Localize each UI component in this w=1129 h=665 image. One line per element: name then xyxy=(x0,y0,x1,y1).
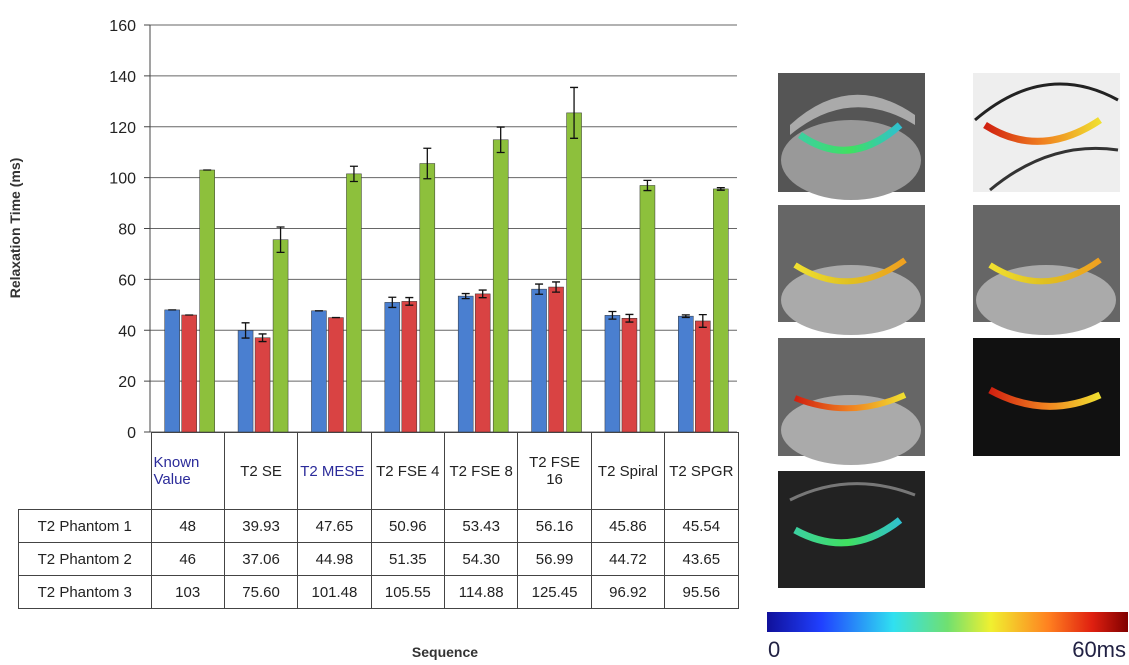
colorbar-max-label: 60ms xyxy=(1072,637,1126,662)
bar xyxy=(165,310,180,432)
bar xyxy=(328,318,343,432)
value-label: 75.60 xyxy=(224,576,297,609)
value-label: 51.35 xyxy=(371,543,444,576)
value-label: 125.45 xyxy=(518,576,591,609)
bar xyxy=(640,185,655,432)
bar xyxy=(605,315,620,432)
bar xyxy=(622,318,637,432)
value-label: 114.88 xyxy=(445,576,518,609)
value-label: 39.93 xyxy=(224,510,297,543)
x-tick-label: T2 SE xyxy=(224,433,297,510)
series-name: T2 Phantom 3 xyxy=(19,576,152,609)
page: Relaxation Time (ms) Sequence 0 60ms 020… xyxy=(0,0,1129,665)
bar xyxy=(273,240,288,432)
bar xyxy=(311,311,326,432)
value-label: 54.30 xyxy=(445,543,518,576)
bar xyxy=(713,189,728,432)
y-tick-label: 60 xyxy=(118,272,136,289)
value-label: 101.48 xyxy=(298,576,371,609)
bar xyxy=(238,330,253,432)
mri-panel xyxy=(778,205,925,335)
value-label: 46 xyxy=(151,543,224,576)
y-tick-label: 40 xyxy=(118,323,136,340)
bar xyxy=(567,113,582,432)
y-tick-label: 100 xyxy=(109,171,136,188)
value-label: 44.72 xyxy=(591,543,664,576)
bar xyxy=(458,296,473,432)
bar xyxy=(549,287,564,432)
bar xyxy=(493,140,508,432)
y-tick-label: 160 xyxy=(109,18,136,35)
bar xyxy=(200,170,215,432)
bar xyxy=(385,302,400,432)
mri-panel xyxy=(973,73,1120,192)
value-label: 48 xyxy=(151,510,224,543)
x-tick-label: Known Value xyxy=(151,433,224,510)
value-label: 95.56 xyxy=(665,576,738,609)
value-label: 96.92 xyxy=(591,576,664,609)
mri-panel xyxy=(778,471,925,588)
y-tick-label: 140 xyxy=(109,69,136,86)
x-tick-label: T2 FSE 8 xyxy=(445,433,518,510)
bar xyxy=(475,294,490,432)
mri-panel xyxy=(973,338,1120,456)
value-label: 37.06 xyxy=(224,543,297,576)
value-label: 105.55 xyxy=(371,576,444,609)
bar xyxy=(678,316,693,432)
value-label: 50.96 xyxy=(371,510,444,543)
value-label: 53.43 xyxy=(445,510,518,543)
bar xyxy=(532,289,547,432)
bar xyxy=(695,321,710,432)
colorbar xyxy=(767,612,1128,632)
bar xyxy=(402,301,417,432)
x-tick-label: T2 Spiral xyxy=(591,433,664,510)
x-tick-label: T2 MESE xyxy=(298,433,371,510)
colorbar-min-label: 0 xyxy=(768,637,780,662)
bar xyxy=(420,164,435,432)
y-axis-label: Relaxation Time (ms) xyxy=(7,158,23,299)
value-label: 56.99 xyxy=(518,543,591,576)
value-label: 45.86 xyxy=(591,510,664,543)
value-label: 56.16 xyxy=(518,510,591,543)
value-label: 43.65 xyxy=(665,543,738,576)
x-tick-label: T2 SPGR xyxy=(665,433,738,510)
mri-panel xyxy=(973,205,1120,335)
series-name: T2 Phantom 1 xyxy=(19,510,152,543)
x-tick-label: T2 FSE 16 xyxy=(518,433,591,510)
y-tick-label: 20 xyxy=(118,374,136,391)
mri-panel xyxy=(778,338,925,465)
value-label: 44.98 xyxy=(298,543,371,576)
bar xyxy=(346,174,361,432)
y-tick-label: 120 xyxy=(109,120,136,137)
value-label: 103 xyxy=(151,576,224,609)
value-label: 45.54 xyxy=(665,510,738,543)
value-label: 47.65 xyxy=(298,510,371,543)
table-row: T2 Phantom 24637.0644.9851.3554.3056.994… xyxy=(19,543,739,576)
series-name: T2 Phantom 2 xyxy=(19,543,152,576)
y-tick-label: 80 xyxy=(118,222,136,239)
x-tick-label: T2 FSE 4 xyxy=(371,433,444,510)
x-axis-label: Sequence xyxy=(412,644,478,660)
mri-panel xyxy=(778,73,925,200)
bar xyxy=(182,315,197,432)
bar xyxy=(255,338,270,432)
mri-panels xyxy=(778,73,1120,588)
corner-cell xyxy=(19,433,152,510)
